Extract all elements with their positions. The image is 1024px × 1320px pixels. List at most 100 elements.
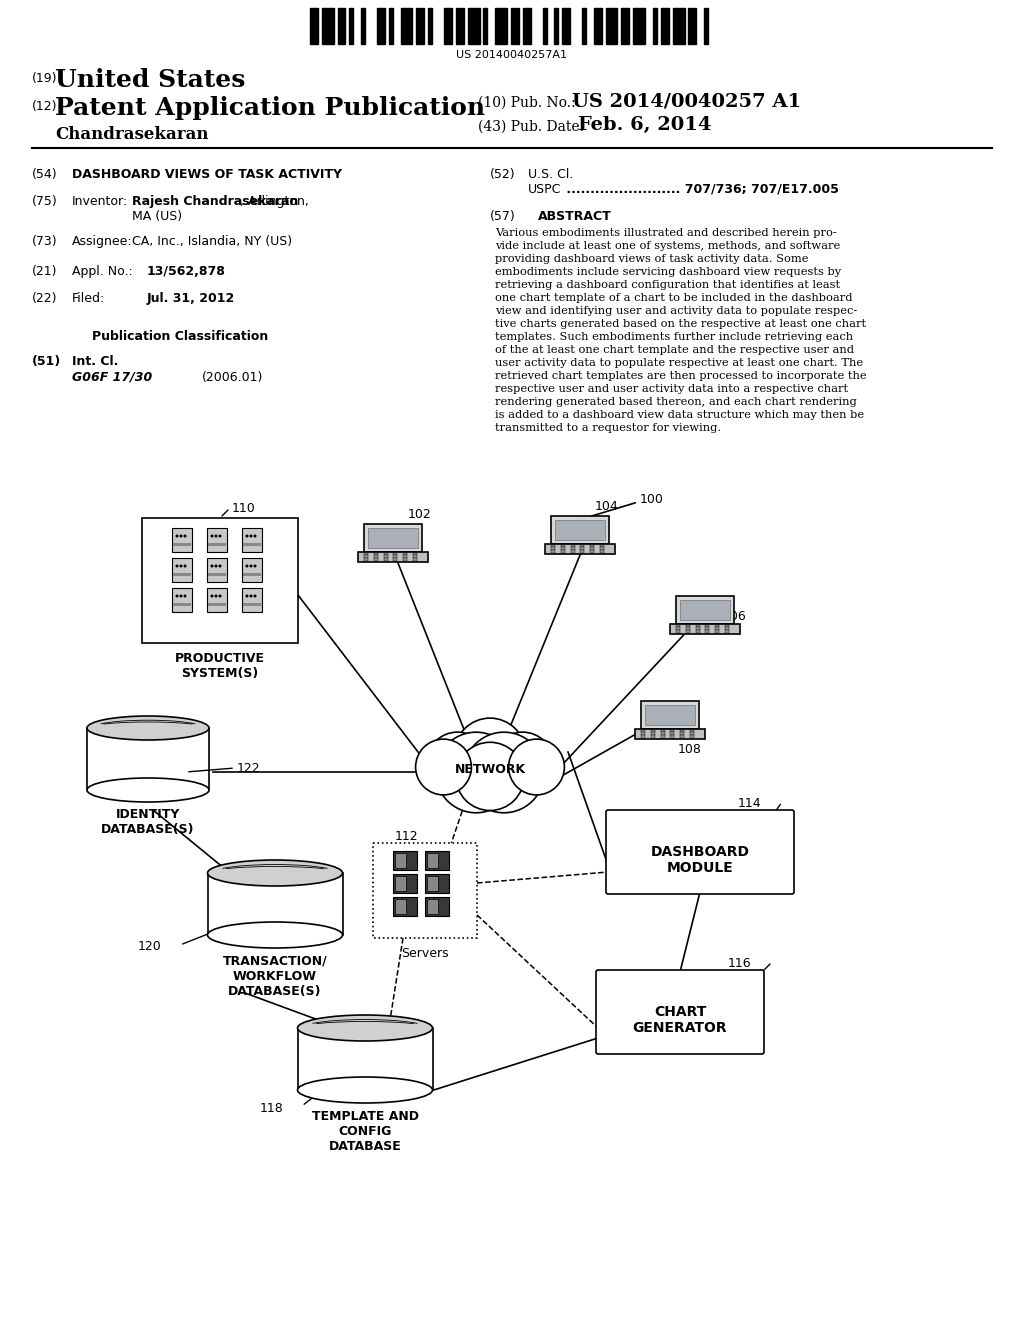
Bar <box>511 8 519 44</box>
Bar <box>349 8 353 44</box>
Bar <box>364 556 368 558</box>
Circle shape <box>211 594 213 598</box>
Text: Publication Classification: Publication Classification <box>92 330 268 343</box>
Circle shape <box>426 733 488 795</box>
Text: PRODUCTIVE
SYSTEM(S): PRODUCTIVE SYSTEM(S) <box>175 652 265 680</box>
Text: 114: 114 <box>738 797 762 810</box>
Bar <box>605 8 617 44</box>
Bar <box>243 573 261 576</box>
Circle shape <box>254 565 256 568</box>
Bar <box>444 8 452 44</box>
FancyBboxPatch shape <box>596 970 764 1053</box>
Bar <box>581 545 585 548</box>
Bar <box>570 550 574 553</box>
Bar <box>570 545 574 548</box>
Text: templates. Such embodiments further include retrieving each: templates. Such embodiments further incl… <box>495 333 853 342</box>
Bar <box>725 630 729 632</box>
Circle shape <box>214 565 217 568</box>
Text: G06F 17/30: G06F 17/30 <box>72 371 153 384</box>
Circle shape <box>179 594 182 598</box>
Bar <box>413 553 417 556</box>
Bar <box>207 528 227 552</box>
Bar <box>395 853 406 869</box>
Text: Int. Cl.: Int. Cl. <box>72 355 119 368</box>
Bar <box>660 730 665 733</box>
Text: (12): (12) <box>32 100 57 114</box>
Bar <box>633 8 645 44</box>
FancyBboxPatch shape <box>641 701 698 729</box>
Bar <box>374 553 378 556</box>
Bar <box>172 558 193 582</box>
Text: MA (US): MA (US) <box>132 210 182 223</box>
Bar <box>641 730 645 733</box>
Bar <box>364 553 368 556</box>
Circle shape <box>455 718 525 789</box>
Bar <box>650 730 654 733</box>
Bar <box>650 735 654 738</box>
Bar <box>428 8 432 44</box>
Text: (2006.01): (2006.01) <box>202 371 263 384</box>
Circle shape <box>175 594 178 598</box>
Text: (43) Pub. Date:: (43) Pub. Date: <box>478 120 585 135</box>
Bar <box>561 550 564 553</box>
Bar <box>393 874 417 894</box>
Bar <box>671 733 674 735</box>
FancyBboxPatch shape <box>369 528 418 548</box>
Text: Jul. 31, 2012: Jul. 31, 2012 <box>147 292 236 305</box>
Text: (51): (51) <box>32 355 61 368</box>
Bar <box>172 528 193 552</box>
Bar <box>706 624 710 627</box>
Bar <box>561 548 564 550</box>
Ellipse shape <box>87 777 209 803</box>
Bar <box>384 556 387 558</box>
Text: (22): (22) <box>32 292 57 305</box>
Text: Assignee:: Assignee: <box>72 235 133 248</box>
Bar <box>582 8 586 44</box>
Circle shape <box>492 733 554 795</box>
Bar <box>207 558 227 582</box>
Circle shape <box>250 565 253 568</box>
Bar <box>338 8 345 44</box>
Text: one chart template of a chart to be included in the dashboard: one chart template of a chart to be incl… <box>495 293 853 304</box>
Bar <box>543 8 547 44</box>
Bar <box>660 733 665 735</box>
Bar <box>364 558 368 561</box>
Bar <box>680 733 684 735</box>
Circle shape <box>464 733 544 813</box>
Bar <box>427 853 438 869</box>
Bar <box>208 603 226 606</box>
Bar <box>695 627 699 630</box>
Bar <box>660 8 669 44</box>
Bar <box>173 573 191 576</box>
FancyBboxPatch shape <box>645 705 694 725</box>
Text: view and identifying user and activity data to populate respec-: view and identifying user and activity d… <box>495 306 857 315</box>
FancyBboxPatch shape <box>606 810 794 894</box>
Bar <box>688 8 696 44</box>
Text: 102: 102 <box>408 508 432 521</box>
Text: (75): (75) <box>32 195 57 209</box>
Circle shape <box>183 565 186 568</box>
Bar <box>600 550 604 553</box>
Bar <box>242 587 262 612</box>
Text: Filed:: Filed: <box>72 292 105 305</box>
Circle shape <box>250 535 253 537</box>
Bar <box>562 8 570 44</box>
Bar <box>653 8 657 44</box>
Bar <box>322 8 334 44</box>
Bar <box>393 558 397 561</box>
Text: US 20140040257A1: US 20140040257A1 <box>457 50 567 59</box>
Bar <box>570 548 574 550</box>
Circle shape <box>183 535 186 537</box>
Bar <box>725 624 729 627</box>
Text: United States: United States <box>55 69 246 92</box>
Text: TEMPLATE AND
CONFIG
DATABASE: TEMPLATE AND CONFIG DATABASE <box>311 1110 419 1152</box>
Bar <box>310 8 317 44</box>
Bar <box>384 558 387 561</box>
Text: CA, Inc., Islandia, NY (US): CA, Inc., Islandia, NY (US) <box>132 235 292 248</box>
Bar <box>590 545 594 548</box>
Bar <box>403 556 408 558</box>
Text: rendering generated based thereon, and each chart rendering: rendering generated based thereon, and e… <box>495 397 857 407</box>
Bar <box>671 730 674 733</box>
Text: transmitted to a requestor for viewing.: transmitted to a requestor for viewing. <box>495 422 721 433</box>
FancyBboxPatch shape <box>670 624 740 635</box>
